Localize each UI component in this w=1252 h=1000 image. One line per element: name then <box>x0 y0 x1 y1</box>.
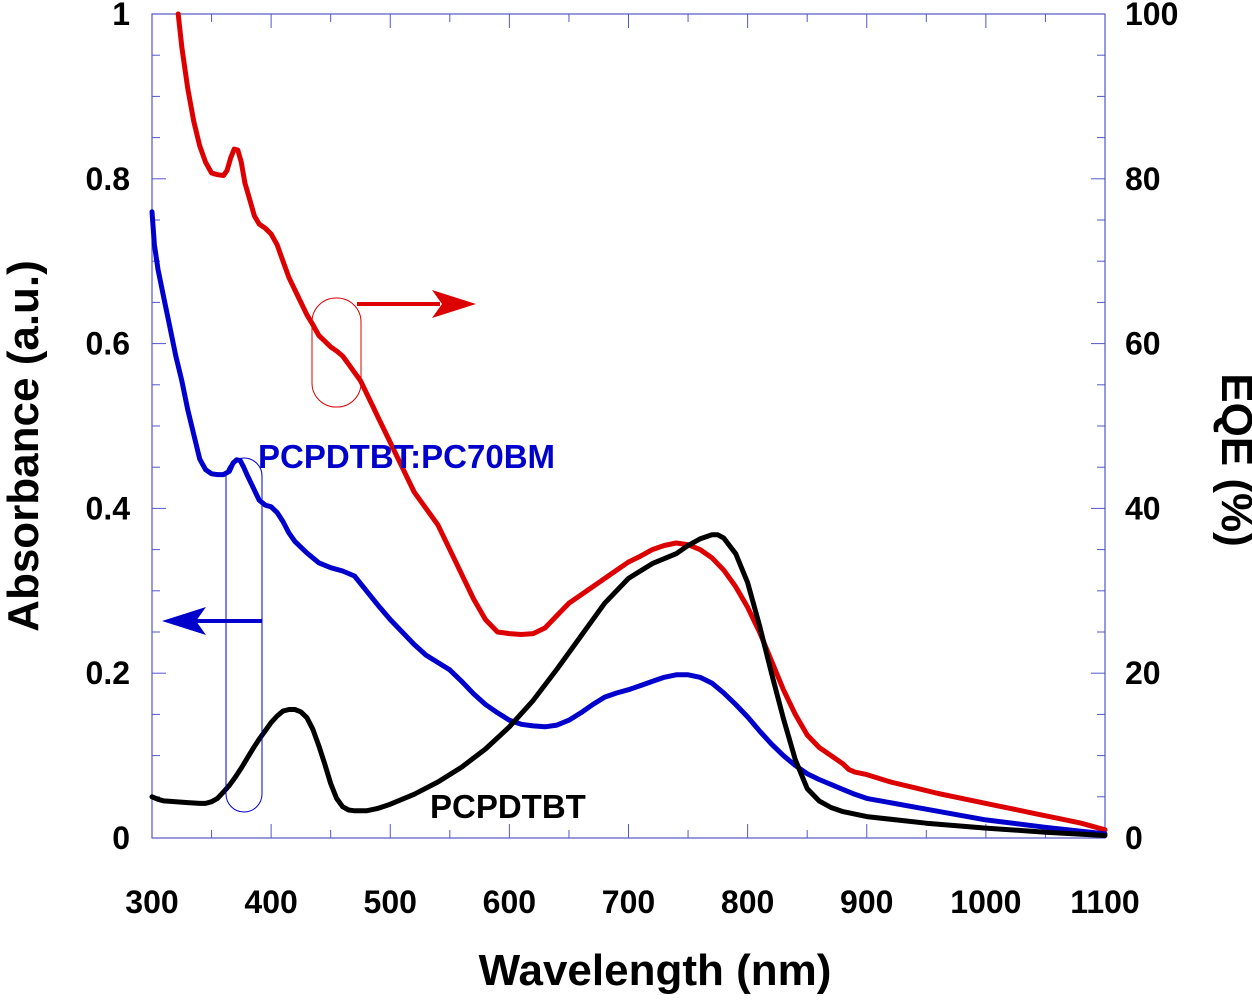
series-line-pcpdtbt <box>149 532 1108 838</box>
x-tick-label: 500 <box>364 884 417 920</box>
y-left-tick-label: 0.2 <box>86 655 130 691</box>
eqe-curve-oval <box>311 297 362 408</box>
eqe-axis-arrow <box>357 290 476 318</box>
x-tick-labels: 300 400 500 600 700 800 900 1000 1100 <box>125 884 1139 920</box>
series-line-eqe <box>175 11 1108 833</box>
x-tick-label: 800 <box>721 884 774 920</box>
minor-ticks <box>152 14 1105 838</box>
x-tick-label: 700 <box>602 884 655 920</box>
y-left-tick-label: 0.8 <box>86 161 130 197</box>
y-left-axis-title: Absorbance (a.u.) <box>0 260 48 632</box>
y-right-tick-labels: 0 20 40 60 80 100 <box>1125 0 1178 856</box>
x-tick-label: 600 <box>483 884 536 920</box>
absorbance-axis-arrow <box>162 607 262 635</box>
y-right-tick-label: 20 <box>1125 655 1161 691</box>
series-group <box>149 11 1108 838</box>
x-tick-label: 1000 <box>950 884 1021 920</box>
pcpdtbt-label: PCPDTBT <box>430 788 586 825</box>
y-right-tick-label: 60 <box>1125 326 1161 362</box>
x-tick-label: 400 <box>244 884 297 920</box>
y-right-tick-label: 80 <box>1125 161 1161 197</box>
x-tick-label: 1100 <box>1070 884 1139 920</box>
series-line-pcpdtbt-pc70bm <box>149 209 1108 837</box>
y-right-tick-label: 0 <box>1125 820 1143 856</box>
major-ticks <box>151 13 1106 839</box>
y-right-axis-title: EQE (%) <box>1212 373 1252 547</box>
y-left-tick-labels: 0 0.2 0.4 0.6 0.8 1 <box>86 0 131 856</box>
y-left-tick-label: 1 <box>112 0 130 32</box>
blend-label: PCPDTBT:PC70BM <box>258 438 555 475</box>
blend-curve-oval <box>225 457 263 813</box>
y-right-tick-label: 100 <box>1125 0 1178 32</box>
x-tick-label: 300 <box>125 884 178 920</box>
plot-frame <box>151 13 1106 839</box>
y-left-tick-label: 0.4 <box>86 490 131 526</box>
x-axis-title: Wavelength (nm) <box>479 946 832 995</box>
y-left-tick-label: 0.6 <box>86 326 130 362</box>
y-right-tick-label: 40 <box>1125 490 1161 526</box>
x-tick-label: 900 <box>840 884 893 920</box>
y-left-tick-label: 0 <box>112 820 130 856</box>
